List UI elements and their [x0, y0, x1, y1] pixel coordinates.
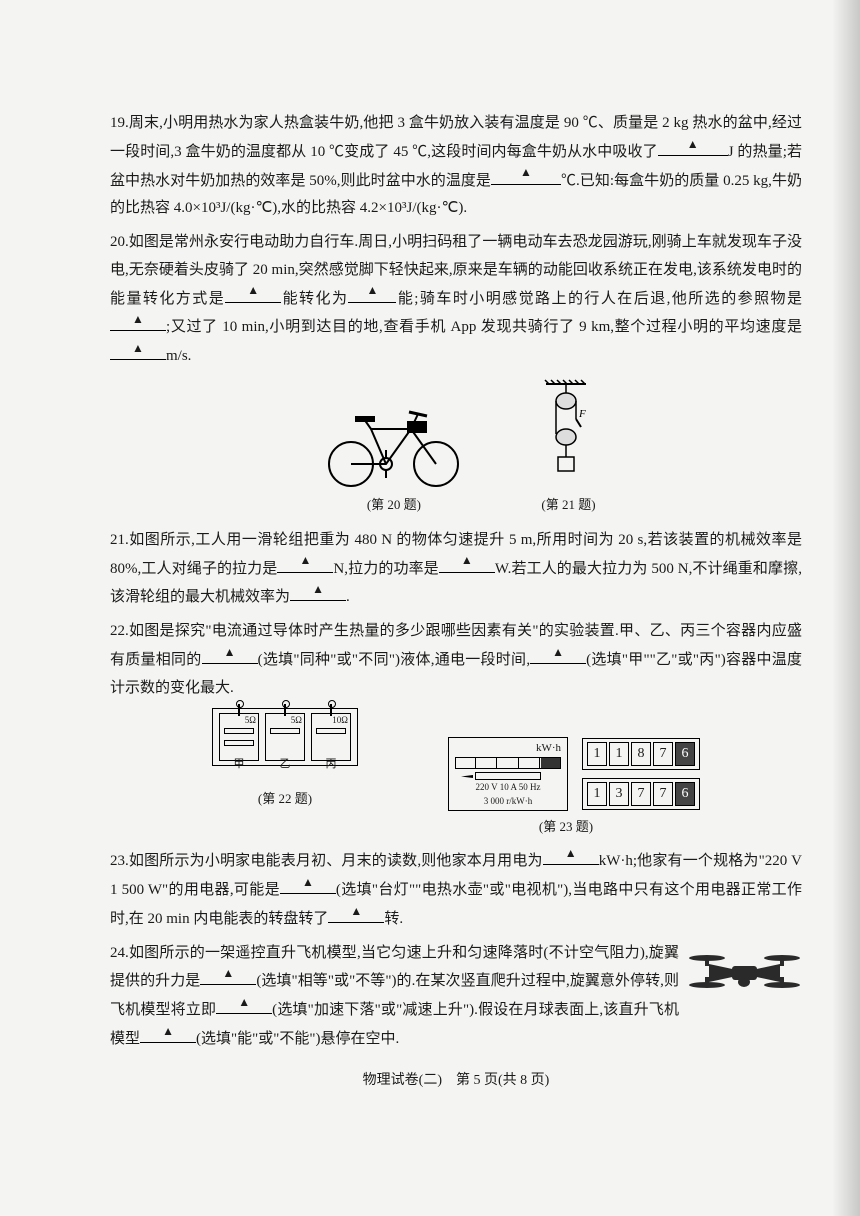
figure-24-drone [687, 940, 802, 1016]
q20-blank-1[interactable] [225, 285, 281, 303]
q21-text-c: . [346, 589, 350, 605]
q24-blank-2[interactable] [216, 996, 272, 1014]
q19-blank-2[interactable] [491, 167, 561, 185]
figure-21: F (第 21 题) [541, 379, 595, 517]
resistor-yi: 5Ω 乙 [265, 713, 305, 761]
resistor-jia: 5Ω 甲 [219, 713, 259, 761]
q22-blank-1[interactable] [202, 646, 258, 664]
q22-blank-2[interactable] [530, 646, 586, 664]
q20-text-c: 能;骑车时小明感觉路上的行人在后退,他所选的参照物是 [396, 291, 802, 307]
q21-blank-3[interactable] [290, 583, 346, 601]
q24-text-d: (选填"能"或"不能")悬停在空中. [196, 1031, 399, 1047]
q21-unit-a: N,拉力的功率是 [333, 561, 438, 577]
q24-blank-3[interactable] [140, 1025, 196, 1043]
question-23: 23.如图所示为小明家电能表月初、月末的读数,则他家本月用电为kW·h;他家有一… [110, 847, 802, 933]
q23-blank-1[interactable] [543, 847, 599, 865]
question-24: 24.如图所示的一架遥控直升飞机模型,当它匀速上升和匀速降落时(不计空气阻力),… [110, 940, 802, 1054]
reading-initial: 1 1 8 7 6 [582, 738, 700, 770]
figures-22-23: 5Ω 甲 5Ω 乙 10Ω 丙 (第 22 题) kW·h 220 [110, 708, 802, 811]
q21-blank-2[interactable] [439, 555, 495, 573]
circuit-diagram: 5Ω 甲 5Ω 乙 10Ω 丙 [212, 708, 358, 766]
fig20-label: (第 20 题) [316, 493, 471, 517]
question-21: 21.如图所示,工人用一滑轮组把重为 480 N 的物体匀速提升 5 m,所用时… [110, 527, 802, 612]
fig22-label: (第 22 题) [212, 787, 358, 811]
q23-num: 23. [110, 853, 129, 869]
figure-23: kW·h 220 V 10 A 50 Hz 3 000 r/kW·h 1 1 8… [448, 737, 700, 812]
meter-readings: 1 1 8 7 6 1 3 7 7 6 [582, 738, 700, 810]
question-20: 20.如图是常州永安行电动助力自行车.周日,小明扫码租了一辆电动车去恐龙园游玩,… [110, 229, 802, 371]
q20-blank-2[interactable] [348, 285, 396, 303]
q23-blank-2[interactable] [280, 876, 336, 894]
q19-num: 19. [110, 115, 129, 131]
q21-blank-1[interactable] [277, 555, 333, 573]
q20-text-d: ;又过了 10 min,小明到达目的地,查看手机 App 发现共骑行了 9 km… [166, 319, 802, 335]
q21-num: 21. [110, 532, 129, 548]
energy-meter: kW·h 220 V 10 A 50 Hz 3 000 r/kW·h [448, 737, 568, 812]
fig21-label: (第 21 题) [541, 493, 595, 517]
question-19: 19.周末,小明用热水为家人热盒装牛奶,他把 3 盒牛奶放入装有温度是 90 ℃… [110, 110, 802, 223]
scan-shadow [832, 0, 860, 1216]
q23-blank-3[interactable] [328, 905, 384, 923]
q23-unit-c: 转. [384, 911, 403, 927]
svg-text:F: F [578, 408, 586, 420]
q22-text-b: (选填"同种"或"不同")液体,通电一段时间, [258, 652, 531, 668]
figures-20-21: (第 20 题) F (第 21 题) [110, 379, 802, 517]
q20-text-b: 能转化为 [281, 291, 348, 307]
q24-blank-1[interactable] [200, 967, 256, 985]
q23-text-a: 如图所示为小明家电能表月初、月末的读数,则他家本月用电为 [129, 853, 543, 869]
figure-22: 5Ω 甲 5Ω 乙 10Ω 丙 (第 22 题) [212, 708, 358, 811]
q24-num: 24. [110, 945, 129, 961]
question-22: 22.如图是探究"电流通过导体时产生热量的多少跟哪些因素有关"的实验装置.甲、乙… [110, 618, 802, 702]
resistor-bing: 10Ω 丙 [311, 713, 351, 761]
q20-blank-3[interactable] [110, 313, 166, 331]
q20-blank-4[interactable] [110, 342, 166, 360]
q19-blank-1[interactable] [658, 138, 728, 156]
q20-num: 20. [110, 234, 129, 250]
fig23-label: (第 23 题) [330, 815, 802, 839]
reading-final: 1 3 7 7 6 [582, 778, 700, 810]
figure-20: (第 20 题) [316, 394, 471, 517]
q22-num: 22. [110, 623, 129, 639]
q20-unit-e: m/s. [166, 348, 191, 364]
page-footer: 物理试卷(二) 第 5 页(共 8 页) [110, 1068, 802, 1094]
